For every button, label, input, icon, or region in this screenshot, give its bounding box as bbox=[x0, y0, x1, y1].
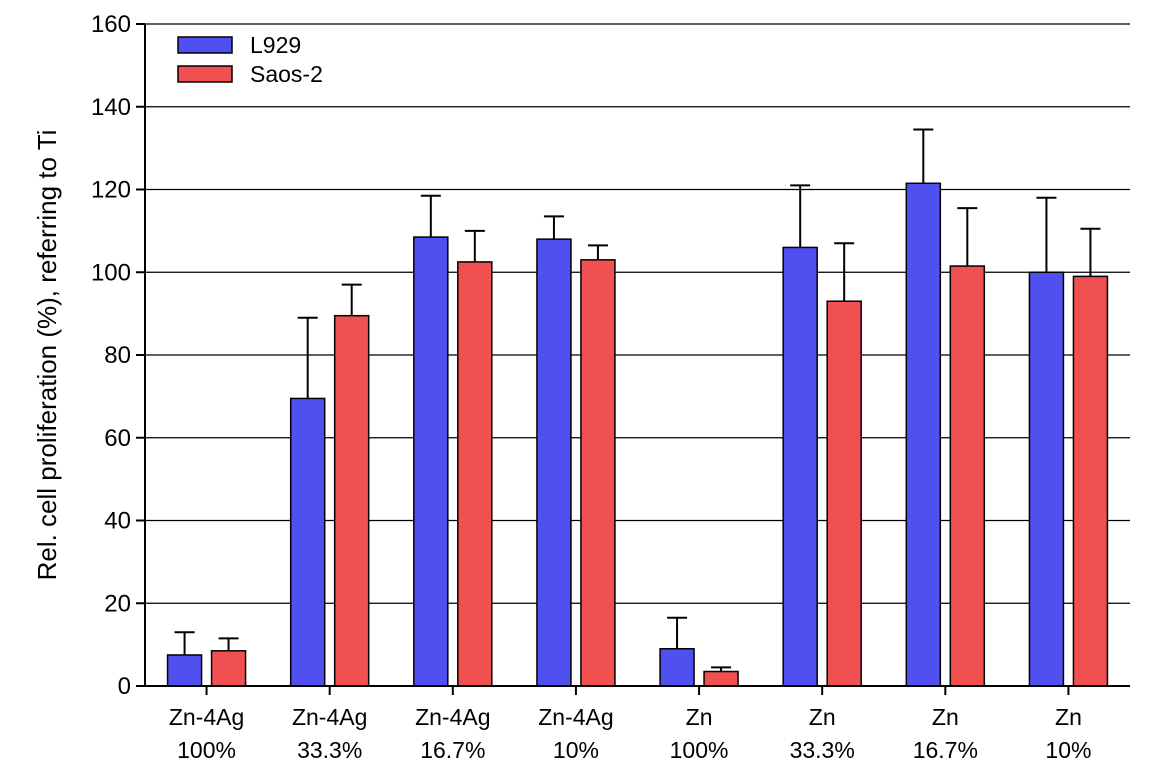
x-tick-label-4-line1: Zn bbox=[686, 704, 713, 730]
axes: 0 20 40 60 80 100 120 140 160 Zn-4Ag 100% Zn-4Ag 33.… bbox=[91, 11, 1130, 763]
bars bbox=[166, 182, 1109, 687]
y-tick-label-120: 120 bbox=[91, 177, 131, 204]
error-bars bbox=[174, 128, 1101, 672]
legend-label-saos-2: Saos-2 bbox=[250, 61, 323, 87]
bar-l929-4 bbox=[659, 648, 695, 687]
y-tick-label-20: 20 bbox=[104, 590, 131, 617]
x-tick-label-5-line2: 33.3% bbox=[790, 737, 855, 763]
x-tick-label-4-line2: 100% bbox=[670, 737, 729, 763]
legend-swatch-l929 bbox=[177, 36, 233, 54]
x-tick-label-1-line2: 33.3% bbox=[297, 737, 362, 763]
y-tick-label-60: 60 bbox=[104, 425, 131, 452]
bar-l929-3 bbox=[536, 238, 572, 687]
y-tick-label-100: 100 bbox=[91, 259, 131, 286]
x-tick-label-0-line1: Zn-4Ag bbox=[169, 704, 244, 730]
y-tick-label-80: 80 bbox=[104, 342, 131, 369]
y-tick-label-160: 160 bbox=[91, 11, 131, 38]
bar-saos-2-7 bbox=[1072, 275, 1109, 687]
x-tick-label-7-line1: Zn bbox=[1055, 704, 1082, 730]
bar-l929-6 bbox=[905, 182, 942, 687]
x-tick-label-3-line2: 10% bbox=[553, 737, 599, 763]
x-tick-label-2-line2: 16.7% bbox=[420, 737, 485, 763]
bar-saos-2-1 bbox=[333, 314, 370, 687]
x-tick-label-6-line1: Zn bbox=[932, 704, 959, 730]
bar-saos-2-6 bbox=[949, 265, 986, 687]
legend: L929 Saos-2 bbox=[177, 32, 323, 87]
x-tick-label-3-line1: Zn-4Ag bbox=[538, 704, 613, 730]
bar-l929-0 bbox=[166, 654, 203, 687]
x-tick-label-1-line1: Zn-4Ag bbox=[292, 704, 367, 730]
bar-saos-2-4 bbox=[703, 670, 739, 687]
bar-l929-5 bbox=[782, 246, 818, 687]
y-tick-label-140: 140 bbox=[91, 94, 131, 121]
legend-label-l929: L929 bbox=[250, 32, 301, 58]
bar-saos-2-0 bbox=[210, 650, 247, 687]
x-tick-label-2-line1: Zn-4Ag bbox=[415, 704, 490, 730]
y-tick-label-40: 40 bbox=[104, 508, 131, 535]
bar-saos-2-2 bbox=[457, 261, 493, 687]
legend-swatch-saos-2 bbox=[177, 65, 233, 83]
x-tick-label-6-line2: 16.7% bbox=[913, 737, 978, 763]
x-tick-label-5-line1: Zn bbox=[809, 704, 836, 730]
y-tick-label-0: 0 bbox=[118, 673, 131, 700]
y-axis-label: Rel. cell proliferation (%), referring t… bbox=[32, 130, 62, 581]
bar-l929-2 bbox=[413, 236, 449, 687]
bar-l929-7 bbox=[1028, 271, 1065, 687]
bar-saos-2-3 bbox=[580, 259, 616, 687]
bar-l929-1 bbox=[289, 397, 326, 687]
x-tick-label-7-line2: 10% bbox=[1045, 737, 1091, 763]
bar-saos-2-5 bbox=[826, 300, 862, 687]
x-tick-label-0-line2: 100% bbox=[177, 737, 236, 763]
